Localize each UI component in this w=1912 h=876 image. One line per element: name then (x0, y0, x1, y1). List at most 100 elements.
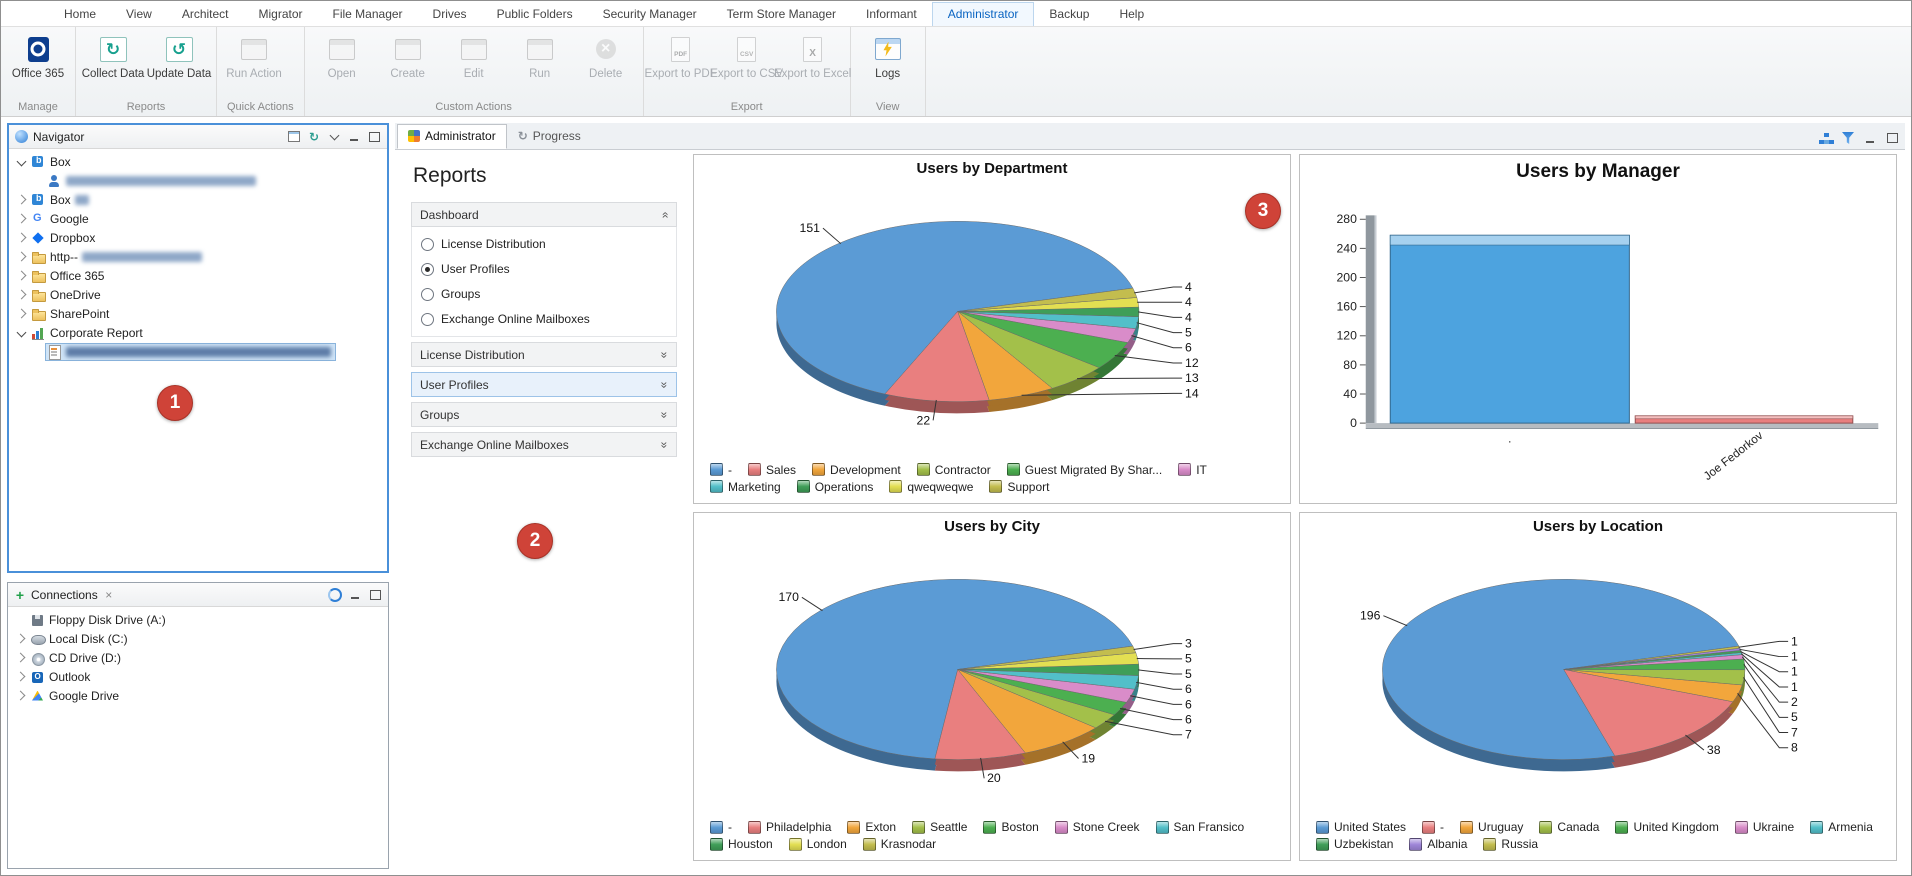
svg-text:4: 4 (1185, 280, 1192, 294)
navigator-item-corporate-report[interactable]: Corporate Report (9, 323, 387, 342)
svg-text:14: 14 (1185, 386, 1199, 400)
folder-icon (31, 307, 46, 321)
sync-blue-icon[interactable] (326, 587, 344, 603)
connections-item-cd-drive-d[interactable]: CD Drive (D:) (8, 648, 388, 667)
expand-chevron-icon[interactable] (12, 635, 28, 642)
close-tab-icon[interactable] (103, 589, 115, 601)
connections-panel: Connections Floppy Disk Drive (A:)Local … (7, 582, 389, 869)
ribbon-button-run-action: Run Action (221, 29, 287, 82)
filter-icon[interactable] (1839, 130, 1857, 146)
ribbon-tab-file-manager[interactable]: File Manager (332, 7, 403, 21)
ribbon-tab-informant[interactable]: Informant (866, 7, 917, 21)
navigator-item-dropbox[interactable]: Dropbox (9, 228, 387, 247)
radio-option-license-distribution[interactable]: License Distribution (421, 237, 667, 251)
svg-text:22: 22 (917, 413, 931, 427)
navigator-item-onedrive[interactable]: OneDrive (9, 285, 387, 304)
svg-text:6: 6 (1185, 712, 1192, 726)
new-window-icon[interactable] (285, 129, 303, 145)
maximize-icon[interactable] (365, 129, 383, 145)
refresh-icon[interactable] (305, 129, 323, 145)
expand-chevron-icon[interactable] (12, 654, 28, 661)
accordion-section-groups[interactable]: Groups» (411, 402, 677, 427)
ribbon-button-office-365[interactable]: Office 365 (5, 29, 71, 82)
ribbon-tab-help[interactable]: Help (1119, 7, 1145, 21)
ribbon-button-create: Create (375, 29, 441, 82)
floppy-icon (30, 613, 45, 627)
minimize-icon[interactable] (345, 129, 363, 145)
ribbon-button-logs[interactable]: Logs (855, 29, 921, 82)
ribbon-toolbar: Office 365ManageCollect DataUpdate DataR… (1, 27, 1911, 117)
connections-item-outlook[interactable]: Outlook (8, 667, 388, 686)
ribbon-tab-architect[interactable]: Architect (181, 7, 229, 21)
expand-chevron-icon[interactable] (13, 253, 29, 260)
ribbon-button-collect-data[interactable]: Collect Data (80, 29, 146, 82)
navigator-item-box[interactable]: Box (9, 152, 387, 171)
navigator-item-sharepoint[interactable]: SharePoint (9, 304, 387, 323)
navigator-item-office-365[interactable]: Office 365 (9, 266, 387, 285)
ribbon-tab-administrator[interactable]: Administrator (931, 2, 1035, 26)
navigator-item-redacted-1[interactable] (9, 171, 387, 190)
ribbon-tab-backup[interactable]: Backup (1049, 7, 1090, 21)
legend-marker (862, 837, 876, 851)
ribbon-tab-public-folders[interactable]: Public Folders (496, 7, 573, 21)
navigator-item-redacted-10[interactable] (9, 342, 387, 361)
run-icon (522, 33, 558, 65)
expand-chevron-icon[interactable] (12, 673, 28, 680)
expand-chevron-icon[interactable] (12, 692, 28, 699)
expand-chevron-icon[interactable] (13, 272, 29, 279)
legend-item: Contractor (916, 463, 991, 477)
accordion-section-dashboard[interactable]: Dashboard» (411, 202, 677, 227)
ribbon-tab-drives[interactable]: Drives (432, 7, 467, 21)
radio-option-user-profiles[interactable]: User Profiles (421, 262, 667, 276)
expand-chevron-icon[interactable] (13, 196, 29, 203)
document-tab-progress[interactable]: Progress (507, 124, 592, 149)
ribbon-tab-migrator[interactable]: Migrator (258, 7, 303, 21)
maximize-icon[interactable] (366, 587, 384, 603)
legend-item: United Kingdom (1615, 820, 1719, 834)
legend-marker (788, 837, 802, 851)
accordion-section-exchange-online-mailboxes[interactable]: Exchange Online Mailboxes» (411, 432, 677, 457)
ribbon-group-manage: Office 365 Manage (1, 27, 76, 116)
hierarchy-icon[interactable] (1817, 130, 1835, 146)
ribbon-tab-term-store-manager[interactable]: Term Store Manager (726, 7, 837, 21)
maximize-icon[interactable] (1883, 130, 1901, 146)
minimize-icon[interactable] (346, 587, 364, 603)
expand-chevron-icon[interactable] (13, 158, 29, 165)
ribbon-tab-security-manager[interactable]: Security Manager (602, 7, 697, 21)
reports-panel: Reports Dashboard» License Distribution Us… (395, 150, 691, 869)
expand-chevron-icon[interactable] (13, 310, 29, 317)
radio-option-groups[interactable]: Groups (421, 287, 667, 301)
legend-marker (748, 820, 761, 834)
svg-text:0: 0 (1350, 416, 1357, 430)
navigator-item-google[interactable]: Google (9, 209, 387, 228)
export-csv-icon (729, 33, 765, 65)
svg-text:1: 1 (1791, 649, 1798, 663)
add-connection-icon[interactable] (14, 588, 26, 602)
expand-chevron-icon[interactable] (13, 215, 29, 222)
accordion-section-user-profiles[interactable]: User Profiles» (411, 372, 677, 397)
radio-option-exchange-online-mailboxes[interactable]: Exchange Online Mailboxes (421, 312, 667, 326)
navigator-item-http[interactable]: http-- (9, 247, 387, 266)
chevron-down-icon[interactable] (325, 129, 343, 145)
svg-text:38: 38 (1707, 742, 1721, 756)
minimize-icon[interactable] (1861, 130, 1879, 146)
connections-item-local-disk-c[interactable]: Local Disk (C:) (8, 629, 388, 648)
expand-chevron-icon[interactable] (13, 329, 29, 336)
connections-item-floppy-disk-drive-a[interactable]: Floppy Disk Drive (A:) (8, 610, 388, 629)
connections-tree: Floppy Disk Drive (A:) Local Disk (C:) CD … (8, 607, 388, 868)
left-dock: Navigator BoxBoxGoogleDropboxhttp--Offic… (7, 123, 389, 869)
connections-item-google-drive[interactable]: Google Drive (8, 686, 388, 705)
accordion-section-license-distribution[interactable]: License Distribution» (411, 342, 677, 367)
navigator-item-box[interactable]: Box (9, 190, 387, 209)
ribbon-tab-home[interactable]: Home (64, 7, 97, 21)
document-tab-administrator[interactable]: Administrator (397, 124, 507, 149)
expand-chevron-icon[interactable] (13, 234, 29, 241)
progress-icon (518, 129, 528, 143)
ribbon-button-update-data[interactable]: Update Data (146, 29, 212, 82)
document-icon (47, 344, 62, 360)
legend-item: Operations (796, 480, 873, 494)
expand-chevron-icon[interactable] (13, 291, 29, 298)
ribbon-tab-view[interactable]: View (126, 7, 152, 21)
legend-marker (983, 820, 997, 834)
svg-text:.: . (1508, 433, 1511, 446)
